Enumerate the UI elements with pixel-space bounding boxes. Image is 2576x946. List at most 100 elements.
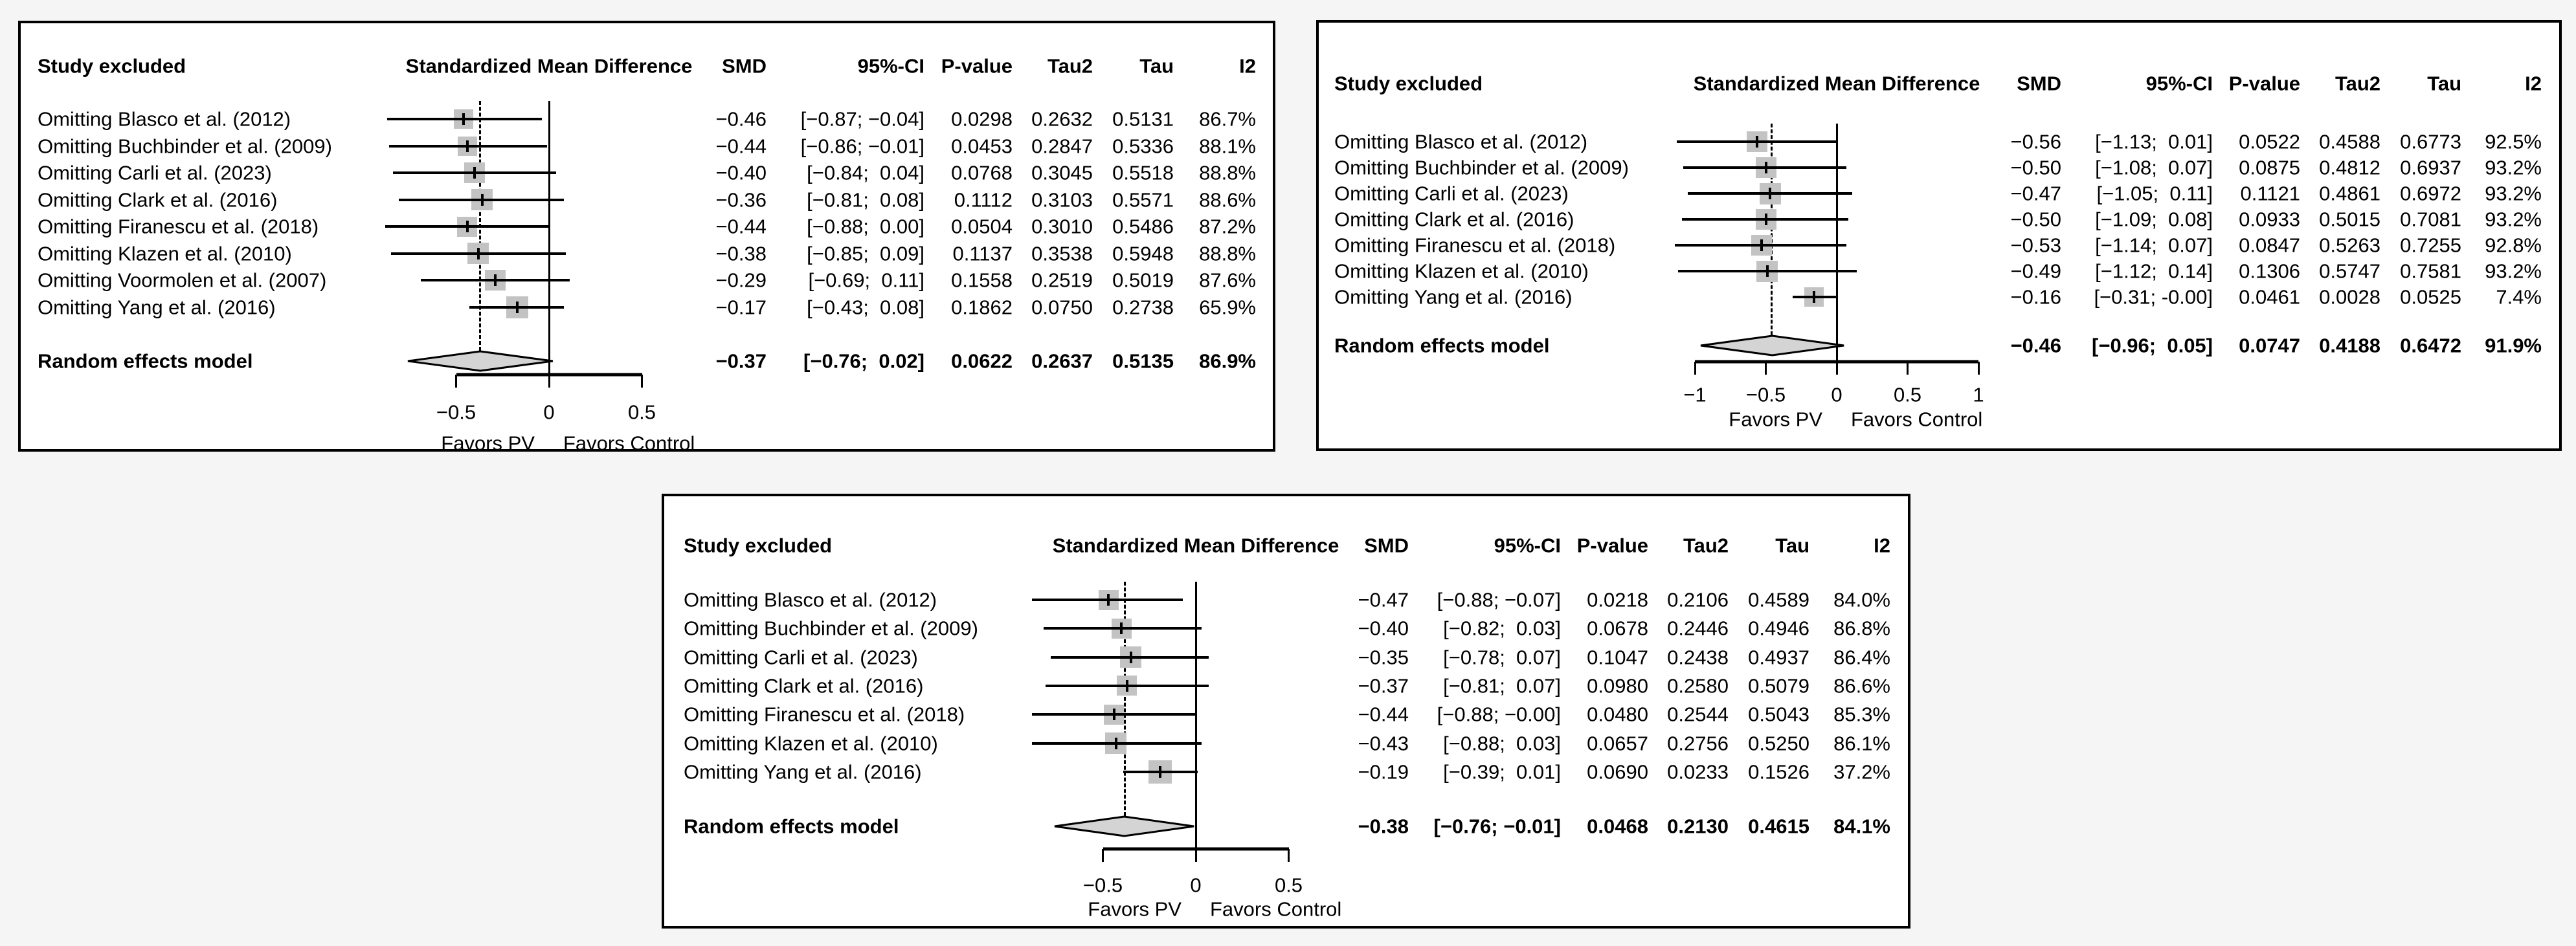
p-value: 0.0678 [1587, 617, 1648, 640]
smd-value: −0.44 [715, 215, 767, 238]
favors-left-label: Favors PV [441, 432, 535, 455]
summary-smd-value: −0.46 [2010, 334, 2061, 357]
point-estimate-tick [480, 193, 484, 206]
tau2-value: 0.2438 [1667, 646, 1729, 669]
i2-value: 37.2% [1833, 760, 1890, 784]
p-value: 0.0480 [1587, 703, 1648, 726]
summary-tau2-value: 0.2130 [1667, 815, 1729, 838]
ci-value: [−0.86; −0.01] [800, 135, 924, 157]
point-estimate-tick [516, 301, 519, 313]
summary-p-value: 0.0747 [2239, 334, 2300, 357]
tau2-value: 0.5015 [2319, 208, 2380, 231]
axis-tick [1288, 849, 1290, 862]
point-estimate-tick [465, 140, 469, 152]
tau-value: 0.2738 [1112, 296, 1174, 318]
tau2-value: 0.0028 [2319, 285, 2380, 309]
axis-tick [1765, 362, 1767, 375]
study-label: Omitting Klazen et al. (2010) [38, 242, 292, 265]
i2-value: 86.1% [1833, 732, 1890, 754]
ci-value: [−0.31; -0.00] [2094, 285, 2213, 309]
point-estimate-tick [1120, 622, 1123, 635]
point-estimate-tick [1812, 291, 1815, 303]
point-estimate-tick [1765, 265, 1769, 277]
axis-tick [1977, 362, 1980, 375]
smd-value: −0.44 [715, 135, 767, 157]
i2-value: 87.6% [1199, 269, 1256, 292]
tau2-value: 0.3538 [1031, 242, 1093, 265]
summary-tau-value: 0.6472 [2400, 334, 2461, 357]
ci-value: [−0.81; 0.08] [807, 188, 924, 211]
tau-value: 0.5043 [1748, 703, 1809, 726]
summary-p-value: 0.0622 [951, 349, 1013, 373]
ci-value: [−0.81; 0.07] [1443, 674, 1561, 698]
ci-value: [−0.85; 0.09] [807, 242, 924, 265]
forest-panel-top-right: Study excluded Standardized Mean Differen… [1316, 20, 2562, 451]
p-value: 0.0461 [2239, 285, 2300, 309]
tau-value: 0.5486 [1112, 215, 1174, 238]
tau-value: 0.5336 [1112, 135, 1174, 157]
axis-tick-label: 0.5 [1893, 383, 1922, 406]
study-label: Omitting Carli et al. (2023) [684, 646, 918, 669]
ci-column-header: 95%-CI [857, 54, 924, 78]
axis-tick-label: 1 [1973, 383, 1984, 406]
point-estimate-tick [1760, 239, 1763, 251]
axis-tick [641, 375, 643, 388]
tau2-value: 0.4812 [2319, 156, 2380, 179]
summary-tau-value: 0.5135 [1112, 349, 1174, 373]
axis-tick [1694, 362, 1696, 375]
i2-column-header: I2 [2525, 72, 2542, 95]
ci-value: [−0.69; 0.11] [808, 269, 924, 292]
ci-value: [−0.78; 0.07] [1443, 646, 1561, 669]
point-estimate-tick [1129, 651, 1132, 663]
tau-value: 0.5250 [1748, 732, 1809, 754]
tau2-value: 0.4861 [2319, 182, 2380, 205]
p-value: 0.1306 [2239, 259, 2300, 283]
tau2-value: 0.2580 [1667, 674, 1729, 698]
summary-i2-value: 91.9% [2485, 334, 2542, 357]
tau2-value: 0.4588 [2319, 130, 2380, 153]
tau-value: 0.5518 [1112, 161, 1174, 184]
ci-value: [−0.88; 0.00] [807, 215, 924, 238]
point-estimate-tick [1159, 765, 1162, 778]
smd-value: −0.46 [715, 107, 767, 131]
point-estimate-tick [462, 113, 465, 125]
point-estimate-tick [465, 221, 469, 232]
axis-tick-label: −0.5 [436, 401, 476, 424]
axis-tick [1102, 849, 1104, 862]
point-estimate-tick [493, 274, 497, 286]
tau2-value: 0.2519 [1031, 269, 1093, 292]
ci-value: [−0.88; 0.03] [1443, 732, 1561, 754]
ci-value: [−1.09; 0.08] [2095, 208, 2213, 231]
smd-column-header: SMD [722, 54, 767, 78]
p-value: 0.1112 [954, 188, 1013, 211]
tau-value: 0.5019 [1112, 269, 1174, 292]
study-label: Omitting Firanescu et al. (2018) [38, 215, 319, 238]
p-value: 0.1558 [951, 269, 1013, 292]
summary-ci-value: [−0.96; 0.05] [2092, 334, 2213, 357]
ci-value: [−0.84; 0.04] [807, 161, 924, 184]
i2-value: 86.7% [1199, 107, 1256, 131]
point-estimate-tick [1112, 709, 1115, 721]
favors-left-label: Favors PV [1088, 897, 1182, 921]
ci-value: [−1.05; 0.11] [2096, 182, 2213, 205]
p-value: 0.0933 [2239, 208, 2300, 231]
tau2-value: 0.3045 [1031, 161, 1093, 184]
tau-value: 0.5079 [1748, 674, 1809, 698]
tau-value: 0.7081 [2400, 208, 2461, 231]
plot-column-header: Standardized Mean Difference [1052, 534, 1339, 557]
tau-value: 0.5131 [1112, 107, 1174, 131]
p-value: 0.1121 [2240, 182, 2300, 205]
tau-value: 0.6937 [2400, 156, 2461, 179]
summary-tau2-value: 0.4188 [2319, 334, 2380, 357]
point-estimate-tick [1114, 737, 1117, 749]
smd-value: −0.53 [2010, 234, 2061, 257]
study-label: Omitting Buchbinder et al. (2009) [1334, 156, 1629, 179]
i2-value: 88.1% [1199, 135, 1256, 157]
tau2-value: 0.2446 [1667, 617, 1729, 640]
summary-smd-value: −0.37 [715, 349, 767, 373]
tau2-value: 0.2632 [1031, 107, 1093, 131]
favors-left-label: Favors PV [1729, 408, 1822, 431]
i2-column-header: I2 [1874, 534, 1890, 557]
smd-column-header: SMD [1364, 534, 1409, 557]
study-label: Omitting Clark et al. (2016) [684, 674, 924, 698]
